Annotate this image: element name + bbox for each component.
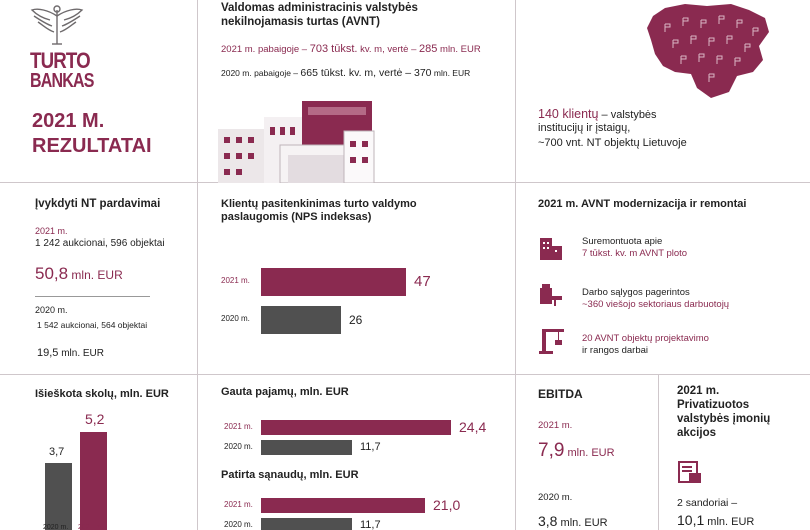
modern-item3-line2: ir rangos darbai — [582, 345, 649, 356]
revenue-bar-label: 2020 m. — [224, 441, 253, 451]
debt-bar-value: 3,7 — [49, 446, 65, 458]
privat-deals: 2 sandoriai – — [677, 497, 738, 509]
ebitda-2021-value: 7,9 mln. EUR — [538, 440, 615, 461]
logo: TURTO BANKAS — [28, 4, 94, 94]
revenue-bar-value: 11,7 — [360, 440, 381, 453]
revenue-bar-label: 2021 m. — [224, 421, 253, 431]
modern-item1-line2: 7 tūkst. kv. m AVNT ploto — [582, 248, 688, 259]
nps-bar — [261, 268, 406, 296]
privat-value: 10,1 mln. EUR — [677, 512, 755, 528]
clients-line1: 140 klientų – valstybės — [538, 107, 657, 121]
eagle-icon — [30, 5, 84, 45]
costs-title: Patirta sąnaudų, mln. EUR — [221, 469, 359, 481]
debt-bar-value: 5,2 — [85, 411, 105, 427]
modern-item2-line2: ~360 viešojo sektoriaus darbuotojų — [582, 299, 730, 310]
crane-icon — [539, 329, 564, 354]
divider — [0, 374, 810, 375]
privat-title-line3: valstybės įmonių — [677, 413, 771, 425]
clients-line3: ~700 vnt. NT objektų Lietuvoje — [538, 137, 687, 149]
costs-bar-value: 21,0 — [433, 497, 461, 514]
nps-bar-label: 2020 m. — [221, 314, 250, 323]
privat-title-line4: akcijos — [677, 427, 716, 439]
nps-bar — [261, 306, 341, 334]
nps-bar-value: 26 — [349, 312, 363, 327]
headline-line2: REZULTATAI — [32, 135, 152, 157]
divider — [197, 0, 198, 530]
modern-item2-line1: Darbo sąlygos pagerintos — [582, 287, 690, 298]
costs-bar — [261, 518, 352, 530]
debt-title: Išieškota skolų, mln. EUR — [35, 388, 169, 400]
ebitda-title: EBITDA — [538, 387, 583, 401]
building-icon — [540, 238, 562, 260]
revenue-title: Gauta pajamų, mln. EUR — [221, 386, 349, 398]
modern-item1-line1: Suremontuota apie — [582, 236, 663, 247]
debt-bar — [80, 432, 107, 530]
privat-title-line2: Privatizuotos — [677, 399, 750, 411]
nps-title-line1: Klientų pasitenkinimas turto valdymo — [221, 198, 417, 210]
debt-bar — [45, 463, 72, 530]
avnt-2020-line: 2020 m. pabaigoje – 665 tūkst. kv. m, ve… — [221, 67, 471, 79]
modern-item3-line1: 20 AVNT objektų projektavimo — [582, 333, 709, 344]
ebitda-2020-value: 3,8 mln. EUR — [538, 513, 608, 529]
ebitda-2021-label: 2021 m. — [538, 420, 573, 431]
ebitda-2020-label: 2020 m. — [538, 492, 573, 503]
modern-title: 2021 m. AVNT modernizacija ir remontai — [538, 198, 747, 210]
sales-separator — [35, 296, 150, 297]
divider — [515, 0, 516, 530]
costs-bar-value: 11,7 — [360, 518, 381, 530]
document-icon — [678, 461, 701, 483]
headline-line1: 2021 M. — [32, 110, 105, 132]
sales-2021-label: 2021 m. — [35, 226, 68, 236]
privat-title-line1: 2021 m. — [677, 385, 720, 397]
costs-bar — [261, 498, 425, 513]
sales-2020-value: 19,5 mln. EUR — [37, 347, 104, 359]
avnt-title-line1: Valdomas administracinis valstybės — [221, 2, 418, 14]
logo-line1: TURTO — [30, 48, 91, 73]
costs-bar-label: 2020 m. — [224, 519, 253, 529]
divider — [658, 374, 659, 530]
nps-bar-value: 47 — [414, 273, 431, 290]
building-illustration — [218, 101, 375, 183]
revenue-bar — [261, 420, 451, 435]
divider — [0, 182, 810, 183]
sales-title: Įvykdyti NT pardavimai — [35, 198, 161, 210]
lithuania-map-icon — [647, 4, 769, 98]
debt-bar-label: 2020 m. — [43, 524, 69, 530]
sales-2020-detail: 1 542 aukcionai, 564 objektai — [37, 320, 148, 330]
nps-title-line2: paslaugomis (NPS indeksas) — [221, 211, 372, 223]
avnt-title-line2: nekilnojamasis turtas (AVNT) — [221, 16, 380, 28]
costs-bar-label: 2021 m. — [224, 499, 253, 509]
logo-line2: BANKAS — [30, 70, 94, 92]
avnt-2021-line: 2021 m. pabaigoje – 703 tūkst. kv. m, ve… — [221, 43, 481, 55]
nps-bar-label: 2021 m. — [221, 276, 250, 285]
revenue-bar-value: 24,4 — [459, 419, 487, 436]
sales-2021-detail: 1 242 aukcionai, 596 objektai — [35, 238, 165, 249]
sales-2020-label: 2020 m. — [35, 305, 68, 315]
office-chair-icon — [540, 284, 562, 306]
sales-2021-value: 50,8 mln. EUR — [35, 264, 123, 283]
revenue-bar — [261, 440, 352, 455]
debt-bar-label: 2021 m. — [78, 524, 104, 530]
clients-line2: institucijų ir įstaigų, — [538, 122, 631, 134]
